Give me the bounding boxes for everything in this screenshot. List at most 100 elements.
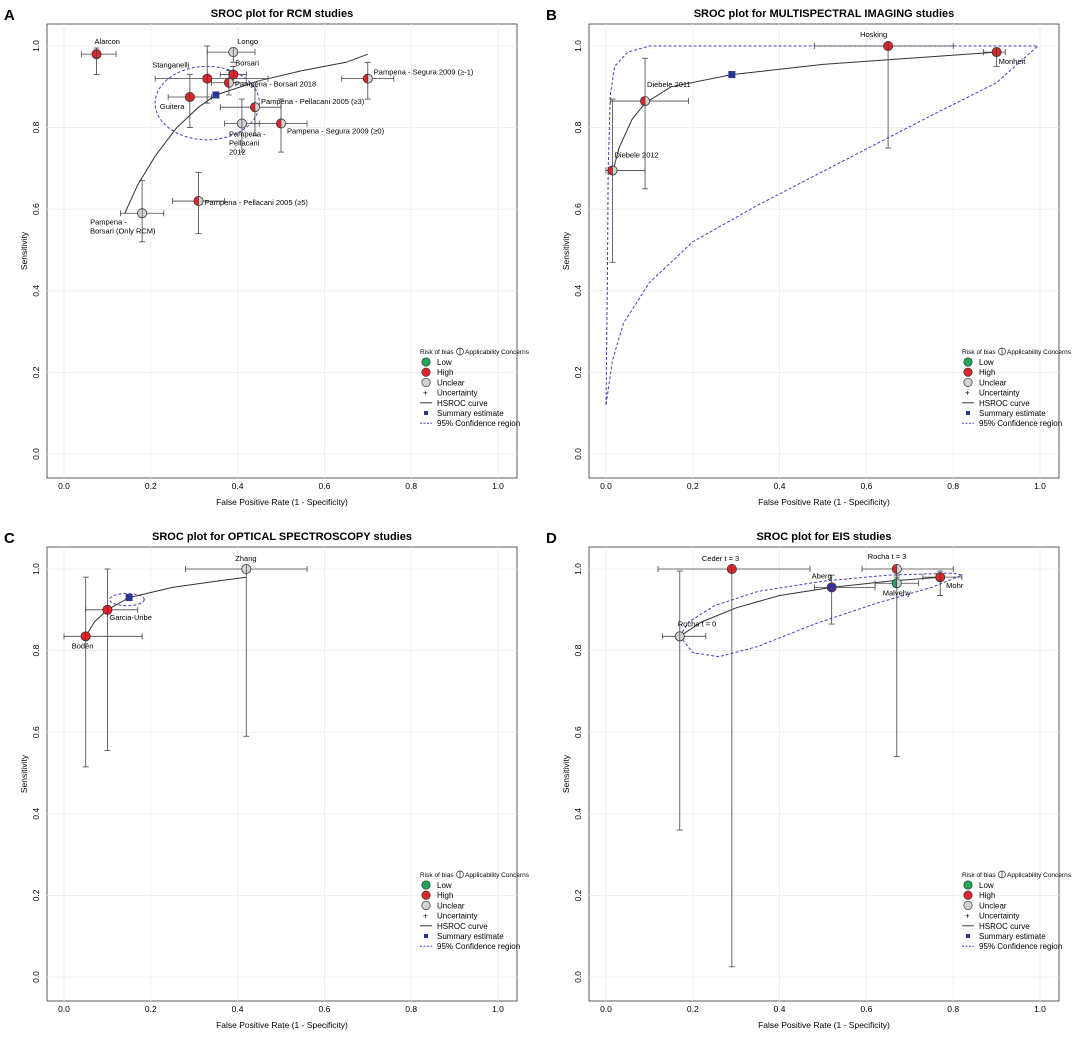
panel-letter: B [546, 7, 557, 24]
applicability-half [940, 572, 945, 582]
study-label: Pampena - Segura 2009 (≥-1) [374, 68, 474, 77]
study-point: Pampena - Pellacani 2005 (≥5) [172, 172, 308, 235]
applicability-half [189, 92, 195, 102]
study-label: Longo [237, 37, 258, 46]
y-axis-label: Sensitivity [561, 231, 571, 270]
risk-of-bias-half [892, 578, 897, 588]
x-axis-label: False Positive Rate (1 - Specificity) [758, 1020, 890, 1030]
x-tick-label: 0.6 [318, 1004, 330, 1014]
applicability-half [241, 118, 247, 129]
study-point: Garcia-Uribe [85, 568, 152, 751]
study-point: Diebele 2012 [605, 98, 659, 263]
legend-unclear-label: Unclear [437, 378, 465, 387]
x-tick-label: 0.4 [232, 481, 244, 491]
study-point: Pampena - Segura 2009 (≥0) [254, 98, 385, 153]
y-tick-label: 0.4 [573, 808, 583, 820]
study-label: Mohr [946, 581, 964, 590]
study-point: Rocha t = 3 [861, 552, 954, 578]
y-tick-label: 0.2 [573, 366, 583, 378]
risk-of-bias-half [883, 41, 889, 51]
applicability-half [233, 69, 238, 80]
legend-unclear-icon [421, 900, 431, 910]
summary-estimate [212, 91, 220, 99]
legend-header-risk: Risk of bias [962, 872, 996, 879]
panel-letter: C [4, 530, 15, 547]
study-label: Rocha t = 3 [868, 552, 907, 561]
legend-uncertainty-icon: + [965, 389, 970, 398]
y-tick-label: 0.2 [573, 889, 583, 901]
study-point: Hosking [813, 30, 954, 149]
legend-unclear-icon [421, 377, 431, 387]
study-point: Mohr [922, 570, 964, 596]
legend: Risk of bias Applicability Concerns LowHig… [962, 870, 1072, 951]
legend-header-applicability: Applicability Concerns [1007, 349, 1072, 356]
applicability-half [996, 47, 1002, 57]
applicability-half [888, 41, 893, 51]
x-tick-label: 0.8 [405, 1004, 417, 1014]
applicability-half [645, 96, 650, 106]
legend-high-label: High [979, 891, 995, 900]
x-tick-label: 0.8 [947, 481, 959, 491]
y-tick-label: 0.8 [573, 644, 583, 656]
legend-high-label: High [437, 891, 453, 900]
x-tick-label: 1.0 [492, 1004, 504, 1014]
risk-of-bias-half [250, 102, 255, 112]
confidence-region [679, 572, 964, 658]
study-point: Malvehy [874, 574, 919, 758]
study-label: Pampena - Segura 2009 (≥0) [287, 127, 385, 136]
study-label: Diebele 2012 [615, 150, 659, 159]
applicability-half [367, 74, 373, 84]
study-point: Ceder t = 3 [657, 554, 811, 968]
legend-high-icon [421, 890, 431, 900]
study-label: Diebele 2011 [647, 80, 691, 89]
study-label: Pampena - Borsari 2018 [235, 80, 316, 89]
risk-of-bias-half [185, 92, 190, 102]
applicability-half [96, 49, 102, 59]
study-label: Borsari [235, 59, 259, 68]
summary-estimate [828, 583, 836, 591]
applicability-half [246, 564, 251, 574]
risk-of-bias-half [935, 572, 941, 582]
study-point: Monheit [983, 47, 1027, 67]
confidence-region [605, 45, 1040, 406]
legend-high-label: High [437, 368, 453, 377]
legend-uncertainty-label: Uncertainty [437, 389, 477, 398]
legend-low-icon [421, 880, 431, 890]
x-tick-label: 0.0 [600, 481, 612, 491]
legend-summary-icon [424, 934, 428, 938]
legend-low-label: Low [979, 358, 994, 367]
summary-estimate [125, 594, 133, 602]
legend: Risk of bias Applicability Concerns LowHig… [962, 347, 1072, 428]
risk-of-bias-half [228, 69, 234, 80]
applicability-half [233, 47, 238, 57]
legend-confidence-label: 95% Confidence region [437, 942, 520, 951]
panel-b-multispectral: B SROC plot for MULTISPECTRAL IMAGING stu… [542, 0, 1084, 523]
risk-of-bias-half [224, 78, 229, 88]
x-axis-label: False Positive Rate (1 - Specificity) [758, 497, 890, 507]
risk-of-bias-half [81, 631, 86, 641]
y-tick-label: 0.4 [31, 285, 41, 297]
study-label: Garcia-Uribe [109, 613, 152, 622]
legend-confidence-label: 95% Confidence region [437, 419, 520, 428]
risk-of-bias-half [640, 96, 646, 106]
study-label: Zhang [235, 554, 256, 563]
study-label: Guitera [160, 102, 185, 111]
x-tick-label: 0.6 [318, 481, 330, 491]
study-label: Pampena -Pellacani 2012 [229, 130, 266, 157]
y-tick-label: 0.6 [31, 203, 41, 215]
risk-of-bias-half [193, 196, 199, 206]
x-tick-label: 1.0 [492, 481, 504, 491]
chart-title: SROC plot for EIS studies [756, 531, 891, 543]
x-tick-label: 0.6 [860, 1004, 872, 1014]
x-axis-label: False Positive Rate (1 - Specificity) [216, 497, 348, 507]
legend-hsroc-label: HSROC curve [979, 922, 1030, 931]
x-tick-label: 0.0 [58, 481, 70, 491]
study-label: Ceder t = 3 [702, 554, 739, 563]
panel-c-optical-spectroscopy: C SROC plot for OPTICAL SPECTROSCOPY stud… [0, 523, 542, 1046]
legend-low-icon [963, 357, 973, 367]
applicability-half [731, 564, 737, 574]
chart-svg: A SROC plot for RCM studies 0.0 0.0 0.2 0.2 0.… [4, 7, 530, 507]
risk-of-bias-half [276, 118, 281, 129]
study-label: Monheit [999, 57, 1027, 66]
y-tick-label: 1.0 [31, 40, 41, 52]
